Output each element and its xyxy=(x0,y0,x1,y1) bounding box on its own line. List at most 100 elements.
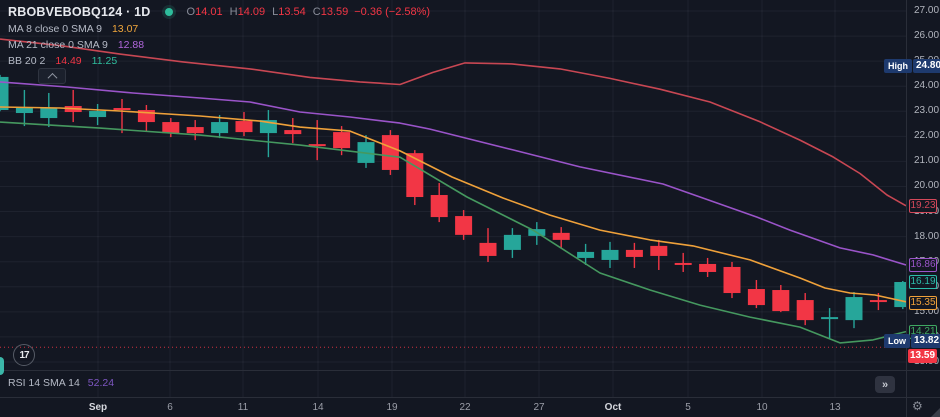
time-tick: 6 xyxy=(167,402,173,413)
rsi-value: 52.24 xyxy=(87,377,115,389)
candle[interactable] xyxy=(162,118,180,138)
ohlc-item: O14.01 xyxy=(186,6,223,18)
candle[interactable] xyxy=(528,222,546,245)
price-tick: 24.00 xyxy=(914,80,940,92)
candle[interactable] xyxy=(747,280,765,309)
time-tick: 10 xyxy=(756,402,768,413)
indicator-value: 11.25 xyxy=(91,54,118,67)
last-price-badge: 13.59 xyxy=(908,349,937,364)
chevron-up-icon xyxy=(47,72,57,83)
ohlc-item: L13.54 xyxy=(272,6,306,18)
price-tick: 20.00 xyxy=(914,180,940,192)
candle[interactable] xyxy=(64,89,82,123)
candle[interactable] xyxy=(0,74,9,112)
candle[interactable] xyxy=(186,120,204,141)
time-tick: 22 xyxy=(459,402,471,413)
badge-value: 13.82 xyxy=(911,334,940,349)
candle[interactable] xyxy=(552,227,570,248)
candle[interactable] xyxy=(674,252,692,272)
low-price-badge: Low 13.82 xyxy=(884,334,940,349)
indicator-price-label: 15.35 xyxy=(909,296,937,311)
time-tick: 13 xyxy=(829,402,841,413)
price-tick: 15.00 xyxy=(914,305,940,317)
badge-tag: High xyxy=(884,59,912,74)
price-chart[interactable] xyxy=(0,0,906,397)
high-price-badge: High 24.80 xyxy=(884,59,940,74)
object-tree-tab[interactable] xyxy=(0,357,4,375)
candle[interactable] xyxy=(821,308,839,339)
indicator-label: MA 21 close 0 SMA 9 xyxy=(8,38,108,51)
indicator-value: 13.07 xyxy=(111,22,139,35)
indicator-row[interactable]: BB 20 2 14.49 11.25 xyxy=(8,53,117,68)
candle[interactable] xyxy=(723,261,741,299)
time-tick: 14 xyxy=(312,402,324,413)
candle[interactable] xyxy=(894,281,906,310)
indicator-value: 14.49 xyxy=(55,54,82,67)
change-readout: −0.36 (−2.58%) xyxy=(354,6,431,18)
scroll-to-latest-button[interactable]: » xyxy=(875,376,895,393)
pane-resize-handle[interactable] xyxy=(931,408,940,417)
candle[interactable] xyxy=(89,104,107,126)
indicator-row[interactable]: MA 8 close 0 SMA 9 13.07 xyxy=(8,21,138,36)
time-tick: 19 xyxy=(386,402,398,413)
indicator-price-label: 19.23 xyxy=(909,198,937,213)
pane-separator[interactable] xyxy=(0,370,940,371)
time-tick: 5 xyxy=(685,402,691,413)
time-tick: 11 xyxy=(237,402,249,413)
time-tick: 27 xyxy=(533,402,545,413)
time-axis-separator xyxy=(0,397,940,398)
candle[interactable] xyxy=(308,120,326,161)
ohlc-item: H14.09 xyxy=(229,6,266,18)
candles[interactable] xyxy=(0,74,906,339)
candle[interactable] xyxy=(503,228,521,258)
indicator-price-label: 16.19 xyxy=(909,275,937,289)
symbol-legend[interactable]: RBOBVEBOBQ124 · 1D O14.01 H14.09 L13.54 C13… xyxy=(8,4,430,20)
candle[interactable] xyxy=(211,115,229,139)
ohlc-readout: O14.01 H14.09 L13.54 C13.59 xyxy=(187,6,349,18)
tradingview-logo[interactable]: 17 xyxy=(13,344,35,366)
indicator-price-label: 16.86 xyxy=(909,258,937,273)
candle[interactable] xyxy=(479,228,497,262)
indicator-value: 12.88 xyxy=(117,38,145,51)
badge-tag: Low xyxy=(884,334,910,349)
ma-8-line[interactable] xyxy=(0,106,906,303)
time-tick: Oct xyxy=(604,402,622,413)
price-tick: 27.00 xyxy=(914,5,940,16)
candle[interactable] xyxy=(625,242,643,268)
badge-value: 24.80 xyxy=(913,59,940,74)
candle[interactable] xyxy=(455,210,473,240)
candle[interactable] xyxy=(845,292,863,329)
candle[interactable] xyxy=(430,182,448,223)
candle[interactable] xyxy=(284,118,302,144)
rsi-label: RSI 14 SMA 14 xyxy=(8,377,80,389)
candle[interactable] xyxy=(601,241,619,268)
price-tick: 23.00 xyxy=(914,105,940,117)
price-tick: 21.00 xyxy=(914,155,940,167)
gear-icon[interactable]: ⚙ xyxy=(912,399,923,413)
candle[interactable] xyxy=(577,243,595,265)
candle[interactable] xyxy=(650,239,668,270)
legend-collapse-button[interactable] xyxy=(38,68,66,84)
candle[interactable] xyxy=(113,98,131,134)
candle[interactable] xyxy=(235,112,253,137)
price-tick: 26.00 xyxy=(914,30,940,42)
rsi-legend[interactable]: RSI 14 SMA 14 52.24 xyxy=(8,377,114,389)
candle[interactable] xyxy=(137,105,155,132)
bb-upper-line[interactable] xyxy=(0,38,906,207)
candle[interactable] xyxy=(699,257,717,277)
price-tick: 18.00 xyxy=(914,230,940,242)
candle[interactable] xyxy=(772,285,790,313)
indicator-label: MA 8 close 0 SMA 9 xyxy=(8,22,102,35)
bb-lower-line[interactable] xyxy=(0,121,906,344)
time-tick: Sep xyxy=(88,402,108,413)
candle[interactable] xyxy=(40,92,58,128)
ohlc-item: C13.59 xyxy=(312,6,349,18)
symbol-title[interactable]: RBOBVEBOBQ124 · 1D xyxy=(8,5,151,19)
ma-21-line[interactable] xyxy=(0,81,906,266)
candle[interactable] xyxy=(259,110,277,158)
indicator-row[interactable]: MA 21 close 0 SMA 9 12.88 xyxy=(8,37,144,52)
price-tick: 22.00 xyxy=(914,130,940,142)
candle[interactable] xyxy=(796,293,814,326)
candle[interactable] xyxy=(381,130,399,175)
